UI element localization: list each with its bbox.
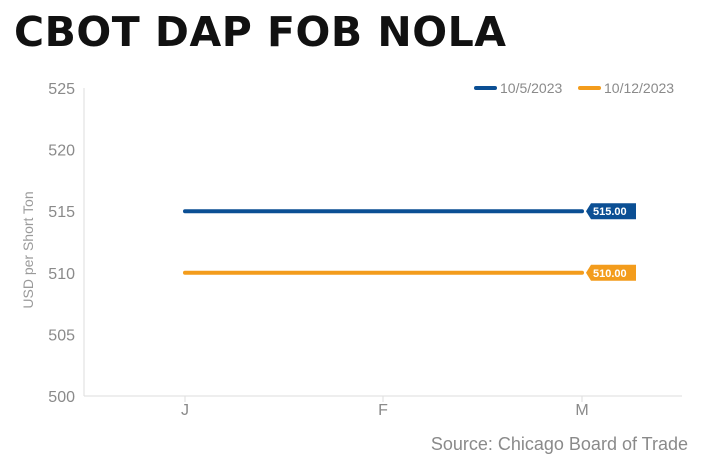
y-tick-label: 520 xyxy=(48,143,75,160)
chart-axes xyxy=(83,88,682,397)
data-label: 510.00 xyxy=(593,268,627,280)
y-tick-label: 525 xyxy=(48,81,75,98)
source-note: Source: Chicago Board of Trade xyxy=(430,434,688,454)
line-chart: 500 505 510 515 520 525 J F M USD per Short Ton… xyxy=(20,80,682,419)
x-tick-label: M xyxy=(575,402,588,419)
y-tick-label: 510 xyxy=(48,266,75,283)
data-label-tag xyxy=(586,264,636,281)
y-tick-label: 500 xyxy=(48,389,75,406)
series-lines xyxy=(183,209,584,275)
y-tick-label: 505 xyxy=(48,327,75,344)
x-tick-label: J xyxy=(181,402,189,419)
y-axis-ticks: 500 505 510 515 520 525 xyxy=(48,81,75,406)
y-tick-label: 515 xyxy=(48,204,75,221)
data-labels: 515.00 510.00 xyxy=(586,203,636,281)
x-tick-label: F xyxy=(378,402,388,419)
legend-entry: 10/5/2023 xyxy=(500,80,562,96)
chart-title: CBOT DAP FOB NOLA xyxy=(14,8,507,56)
y-axis-label: USD per Short Ton xyxy=(20,191,36,308)
legend-entry: 10/12/2023 xyxy=(604,80,674,96)
legend: 10/5/2023 10/12/2023 xyxy=(474,80,674,96)
data-label: 515.00 xyxy=(593,206,627,218)
data-label-tag xyxy=(586,203,636,220)
